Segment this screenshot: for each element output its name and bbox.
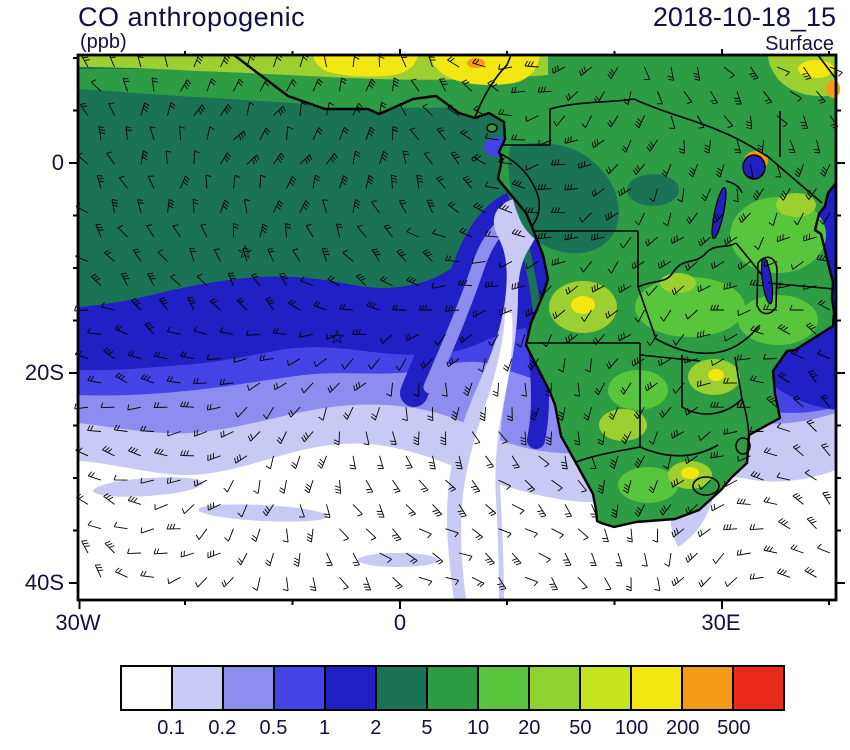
x-axis-label-0: 0	[393, 610, 407, 635]
star-marker: ☆	[328, 328, 345, 349]
colorbar-cell	[224, 667, 275, 709]
x-axis-label-30w: 30W	[55, 610, 101, 635]
colorbar-level-label: 0.5	[259, 717, 288, 739]
map-canvas: ☆☆	[69, 49, 845, 609]
colorbar: 0.1 0.2 0.5 1 2 5 10 20 50 100 200 500	[120, 665, 785, 741]
colorbar-cell	[581, 667, 632, 709]
colorbar-level-label: 0.2	[208, 717, 237, 739]
colorbar-cell	[479, 667, 530, 709]
star-marker: ☆	[236, 243, 253, 264]
lesotho-border	[692, 476, 720, 496]
colorbar-labels: 0.1 0.2 0.5 1 2 5 10 20 50 100 200 500	[120, 711, 785, 741]
colorbar-cell	[377, 667, 428, 709]
colorbar-level-label: 10	[466, 717, 490, 739]
lake-victoria	[742, 154, 766, 180]
colorbar-cell	[275, 667, 326, 709]
lakes	[711, 154, 774, 305]
page-title: CO anthropogenic	[78, 2, 306, 32]
y-axis-label-40s: 40S	[24, 570, 64, 595]
coastline	[233, 54, 837, 529]
colorbar-cell	[428, 667, 479, 709]
map-markers: ☆☆	[236, 243, 345, 349]
colorbar-cell	[632, 667, 683, 709]
wind-barbs	[74, 53, 843, 592]
colorbar-level-label: 0.1	[157, 717, 186, 739]
colorbar-cell	[530, 667, 581, 709]
colorbar-cell	[683, 667, 734, 709]
y-axis-label-20s: 20S	[24, 360, 64, 385]
level-label: Surface	[765, 33, 834, 55]
colorbar-level-label: 5	[421, 717, 433, 739]
colorbar-level-label: 200	[666, 717, 700, 739]
colorbar-level-label: 100	[614, 717, 649, 739]
datetime-label: 2018-10-18_15	[652, 2, 836, 32]
colorbar-level-label: 500	[717, 717, 751, 739]
colorbar-cell	[173, 667, 224, 709]
bioko-island	[486, 123, 498, 133]
colorbar-level-label: 1	[319, 717, 331, 739]
colorbar-level-label: 20	[518, 717, 541, 739]
country-borders	[474, 54, 837, 496]
y-axis-label-0: 0	[51, 150, 64, 175]
x-axis-label-30e: 30E	[701, 610, 741, 635]
map-area: ☆ ☆	[69, 49, 845, 609]
colorbar-cell	[122, 667, 173, 709]
colorbar-cell	[734, 667, 783, 709]
units-label: (ppb)	[80, 31, 127, 53]
map-frame	[69, 49, 845, 609]
colorbar-cells	[120, 665, 785, 711]
colorbar-level-label: 2	[370, 717, 382, 739]
eswatini-border	[735, 437, 751, 455]
colorbar-level-label: 50	[569, 717, 592, 739]
colorbar-cell	[326, 667, 377, 709]
